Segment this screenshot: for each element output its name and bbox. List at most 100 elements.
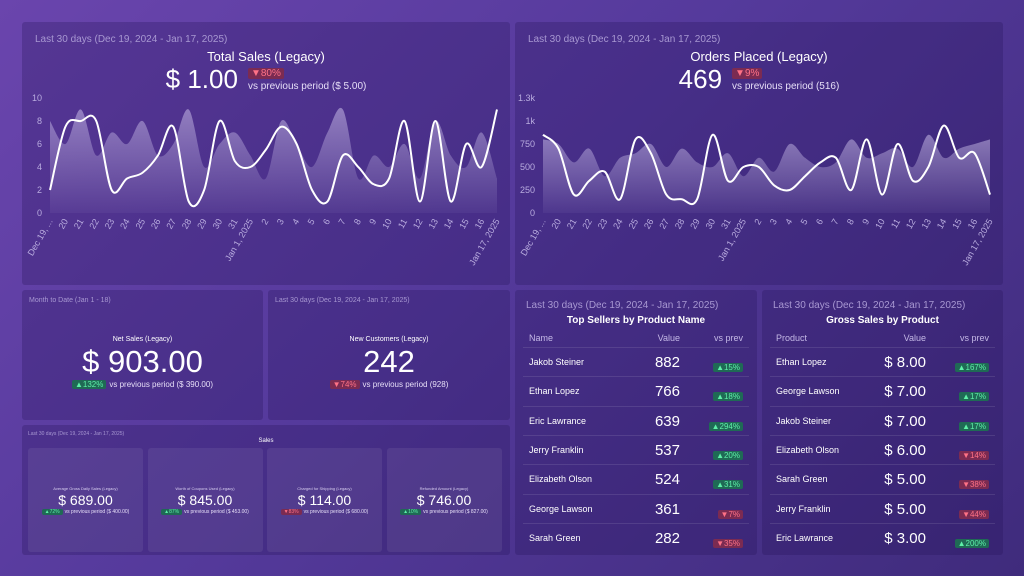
- y-tick-label: 8: [37, 116, 42, 126]
- card-value: $ 845.00: [177, 492, 233, 508]
- change-badge: 35%: [713, 538, 743, 548]
- column-header: vs prev: [959, 333, 989, 343]
- row-value: 361: [654, 500, 680, 518]
- subtitle: Last 30 days (Dec 19, 2024 - Jan 17, 202…: [35, 34, 228, 45]
- change-badge: 83%: [280, 509, 302, 515]
- row-value: 524: [654, 471, 680, 489]
- new-customers-panel: Last 30 days (Dec 19, 2024 - Jan 17, 202…: [268, 290, 510, 420]
- change-badge: 80%: [247, 67, 284, 79]
- comparison: vs previous period ($ 400.00): [64, 509, 130, 515]
- comparison: vs previous period ($ 390.00): [109, 380, 213, 389]
- y-tick-label: 2: [37, 185, 42, 195]
- subtitle: Last 30 days (Dec 19, 2024 - Jan 17, 202…: [28, 431, 125, 437]
- row-value: $ 3.00: [884, 529, 926, 547]
- x-tick-label: 25: [134, 217, 148, 231]
- row-name: Jakob Steiner: [776, 415, 832, 426]
- x-tick-label: 28: [180, 217, 194, 231]
- change-badge: 17%: [959, 421, 989, 431]
- card-title: Worth of Coupons Used (Legacy): [175, 486, 235, 491]
- row-value: $ 7.00: [884, 383, 926, 401]
- x-tick-label: 8: [845, 217, 856, 226]
- title: Top Sellers by Product Name: [566, 315, 706, 326]
- row-change: 14%: [959, 445, 989, 463]
- row-name: Ethan Lopez: [529, 386, 580, 397]
- kpi-card: Average Gross Daily Sales (Legacy) $ 689.…: [28, 448, 143, 552]
- change-badge: 17%: [959, 392, 989, 402]
- row-name: Elizabeth Olson: [776, 444, 840, 455]
- x-tick-label: 11: [396, 217, 409, 230]
- row-value: 282: [654, 529, 680, 547]
- subtitle: Last 30 days (Dec 19, 2024 - Jan 17, 202…: [773, 300, 966, 311]
- x-tick-label: 6: [814, 217, 825, 226]
- x-tick-label: 29: [195, 217, 209, 231]
- x-tick-label: 21: [72, 217, 86, 231]
- x-tick-label: 28: [673, 217, 687, 231]
- y-tick-label: 1k: [525, 116, 535, 126]
- subtitle: Last 30 days (Dec 19, 2024 - Jan 17, 202…: [528, 34, 721, 45]
- row-name: George Lawson: [776, 386, 840, 397]
- x-tick-label: 24: [611, 217, 625, 231]
- column-header: vs prev: [713, 333, 743, 343]
- x-tick-label: 11: [889, 217, 902, 230]
- title: Gross Sales by Product: [826, 315, 939, 326]
- gross-sales-panel: Last 30 days (Dec 19, 2024 - Jan 17, 202…: [762, 290, 1003, 555]
- row-change: 200%: [954, 533, 989, 551]
- row-name: Eric Lawrance: [529, 415, 587, 426]
- column-header: Value: [657, 333, 680, 343]
- change-badge: 7%: [717, 509, 743, 519]
- change-badge: 200%: [954, 538, 989, 548]
- x-tick-label: 25: [627, 217, 641, 231]
- change-badge: 31%: [713, 480, 743, 490]
- table-row: Eric Lawrance $ 3.00 200%: [770, 522, 995, 553]
- kpi-value: $ 903.00: [82, 344, 203, 379]
- x-tick-label: 4: [783, 217, 794, 226]
- x-tick-label: 16: [473, 217, 487, 231]
- x-tick-label: 12: [904, 217, 918, 231]
- card-change: 10%vs previous period ($ 827.00): [387, 509, 502, 515]
- x-tick-label: 13: [426, 217, 440, 231]
- x-tick-label: Dec 19, ...: [519, 217, 548, 258]
- change-badge: 74%: [329, 380, 360, 389]
- table-row: Sarah Green 282 35%: [523, 522, 749, 553]
- row-value: $ 8.00: [884, 354, 926, 371]
- comparison: vs previous period (516): [732, 80, 840, 92]
- table-row: Jakob Steiner 882 15%: [523, 347, 749, 377]
- y-tick-label: 10: [32, 93, 42, 103]
- row-change: 17%: [959, 416, 989, 434]
- x-tick-label: 26: [149, 217, 163, 231]
- row-value: 537: [654, 441, 680, 459]
- change-badge: 132%: [71, 380, 107, 389]
- x-tick-label: 31: [719, 217, 733, 231]
- row-value: 766: [654, 383, 680, 401]
- x-tick-label: 3: [275, 217, 286, 226]
- x-tick-label: 31: [226, 217, 240, 231]
- title: Sales: [258, 438, 274, 444]
- kpi-value: 242: [363, 344, 415, 379]
- column-header: Value: [903, 333, 926, 343]
- subtitle: Last 30 days (Dec 19, 2024 - Jan 17, 202…: [526, 300, 719, 311]
- x-tick-label: 30: [704, 217, 718, 231]
- x-tick-label: 24: [118, 217, 132, 231]
- change-badge: 44%: [959, 509, 989, 519]
- change-badge: 14%: [959, 450, 989, 460]
- kpi-card: Charged for Shipping (Legacy)$ 114.0083%…: [267, 448, 382, 552]
- row-change: 31%: [713, 474, 743, 492]
- subtitle: Month to Date (Jan 1 - 18): [29, 297, 111, 304]
- table-row: Ethan Lopez $ 8.00 167%: [770, 347, 995, 377]
- kpi-change: 80%vs previous period ($ 5.00): [247, 67, 366, 92]
- row-value: $ 5.00: [884, 471, 926, 489]
- x-tick-label: Dec 19, ...: [26, 217, 55, 258]
- x-tick-label: 9: [860, 217, 871, 226]
- subtitle: Last 30 days (Dec 19, 2024 - Jan 17, 202…: [275, 297, 410, 304]
- kpi-value: $ 1.00: [165, 64, 238, 94]
- y-tick-label: 1.3k: [518, 93, 536, 103]
- y-tick-label: 500: [520, 162, 535, 172]
- row-value: $ 5.00: [884, 500, 926, 518]
- x-tick-label: 12: [411, 217, 425, 231]
- card-change: 87%vs previous period ($ 453.00): [148, 509, 263, 515]
- x-tick-label: 22: [87, 217, 101, 231]
- table-row: Eric Lawrance 639 294%: [523, 405, 749, 436]
- x-tick-label: 23: [596, 217, 610, 231]
- table-row: Sarah Green $ 5.00 38%: [770, 464, 995, 494]
